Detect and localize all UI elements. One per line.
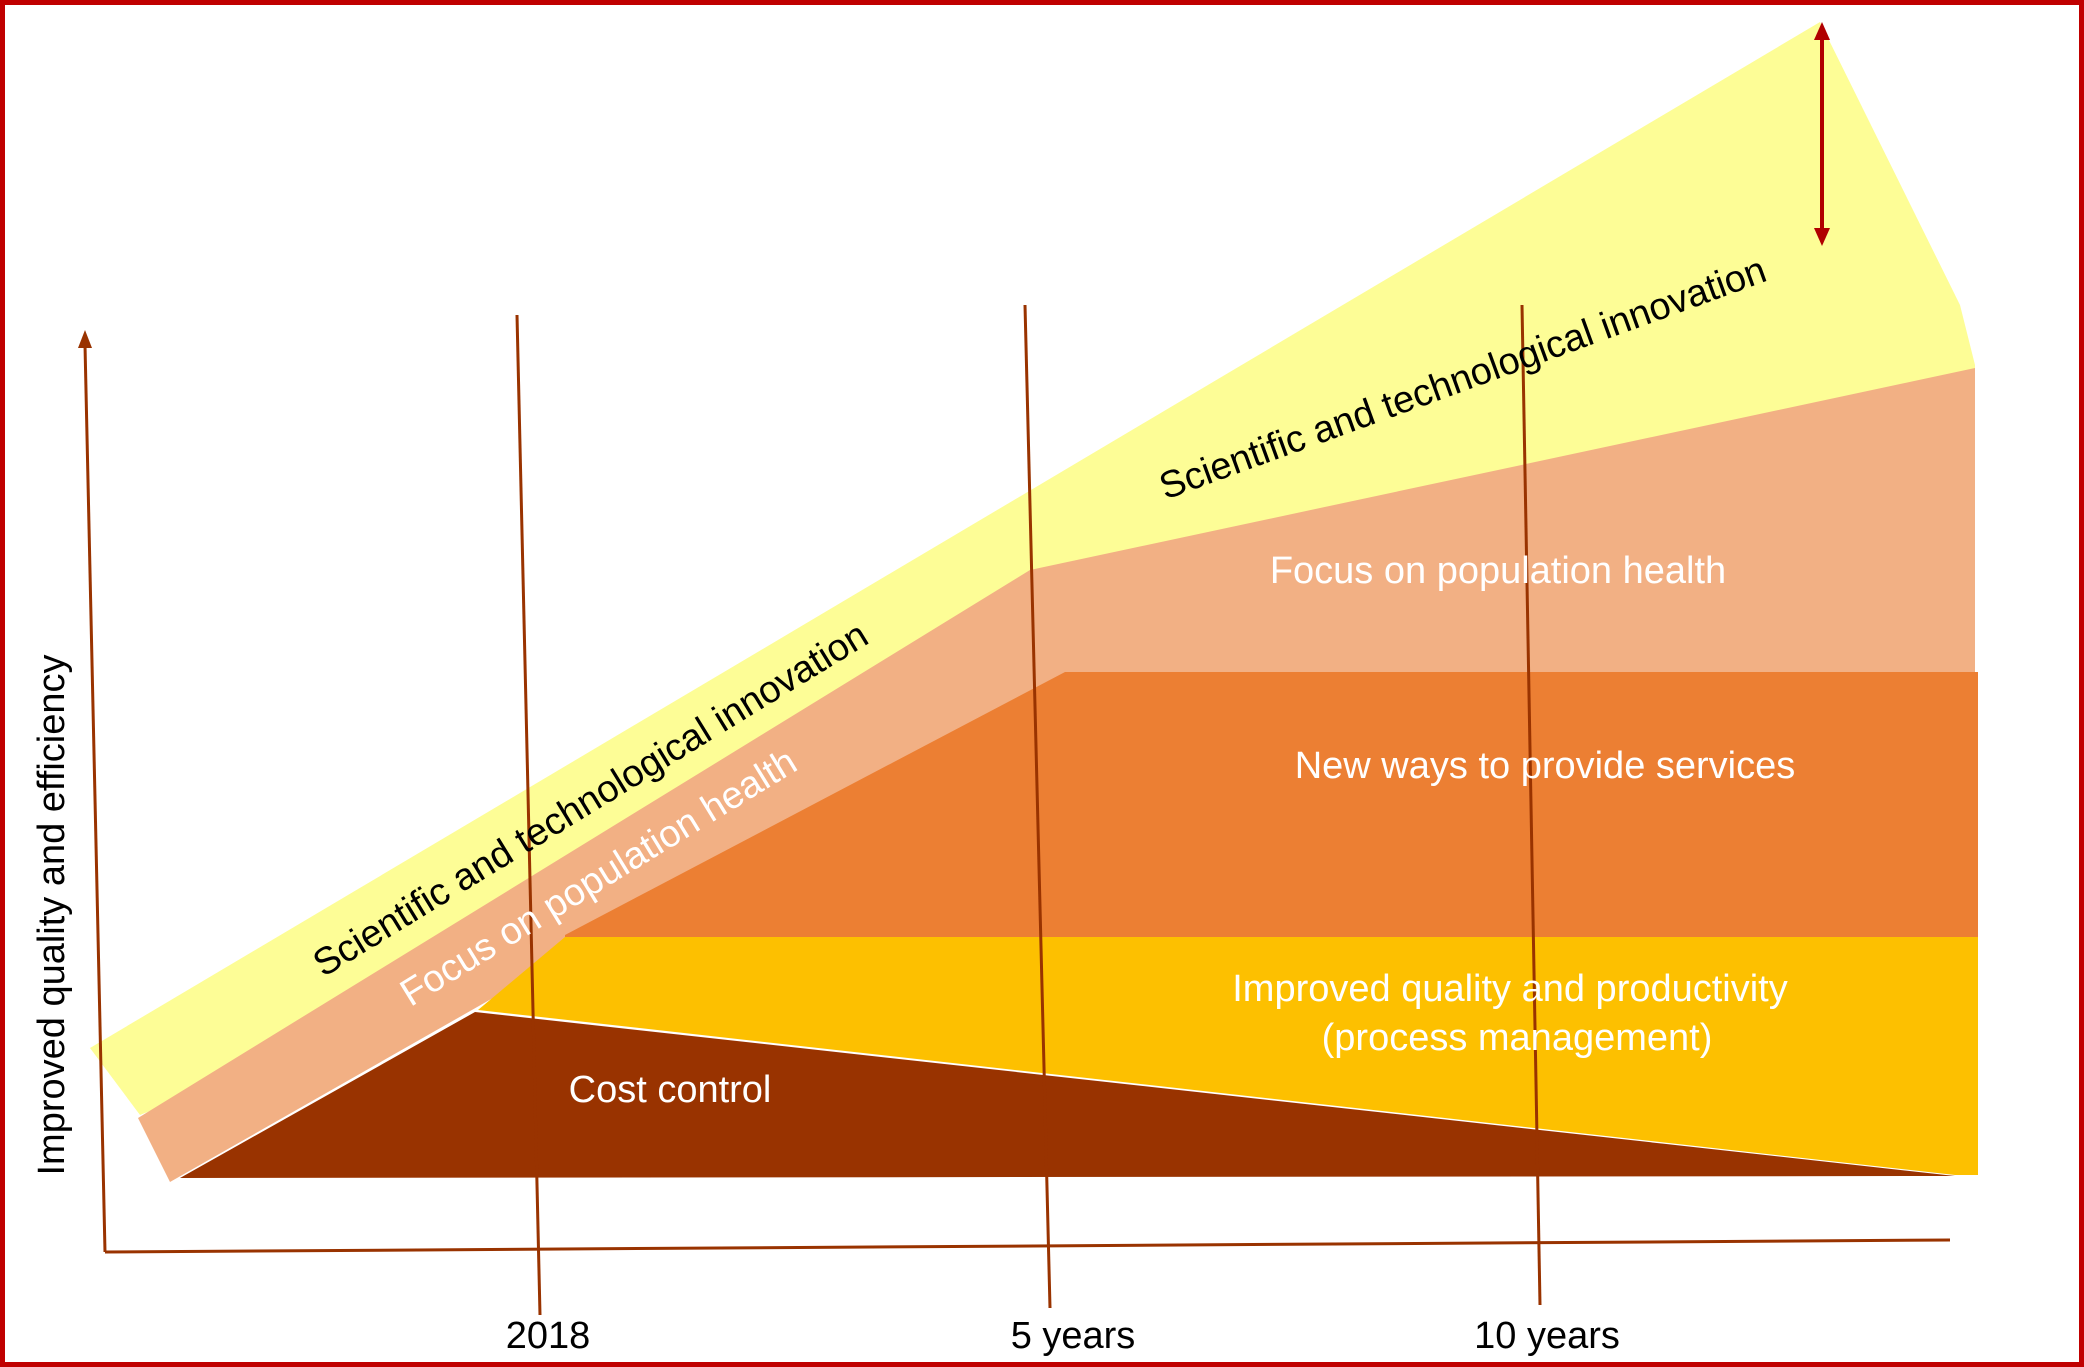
x-tick-2018: 2018 bbox=[506, 1315, 591, 1357]
new-ways-label: New ways to provide services bbox=[1295, 745, 1796, 787]
cost-control-label: Cost control bbox=[569, 1069, 772, 1111]
population-health-band bbox=[138, 368, 1975, 1182]
y-axis-label: Improved quality and efficiency bbox=[31, 654, 73, 1175]
x-tick-10-years: 10 years bbox=[1474, 1315, 1620, 1357]
population-health-label-right: Focus on population health bbox=[1270, 550, 1726, 592]
growth-arrow-head-bottom bbox=[1814, 228, 1830, 246]
marker-5-years bbox=[1023, 304, 1052, 1309]
y-axis bbox=[83, 344, 107, 1253]
marker-2018 bbox=[515, 314, 542, 1316]
quality-label-line2: (process management) bbox=[1322, 1017, 1713, 1059]
marker-10-years bbox=[1520, 304, 1542, 1306]
x-tick-5-years: 5 years bbox=[1011, 1315, 1136, 1357]
new-ways-band bbox=[565, 672, 1978, 940]
y-axis-arrowhead bbox=[78, 330, 92, 348]
growth-arrow-head-top bbox=[1814, 22, 1830, 40]
cost-control-band bbox=[180, 1012, 1955, 1178]
quality-band bbox=[478, 937, 1978, 1175]
x-axis bbox=[104, 1238, 1951, 1254]
quality-label-line1: Improved quality and productivity bbox=[1232, 968, 1788, 1010]
